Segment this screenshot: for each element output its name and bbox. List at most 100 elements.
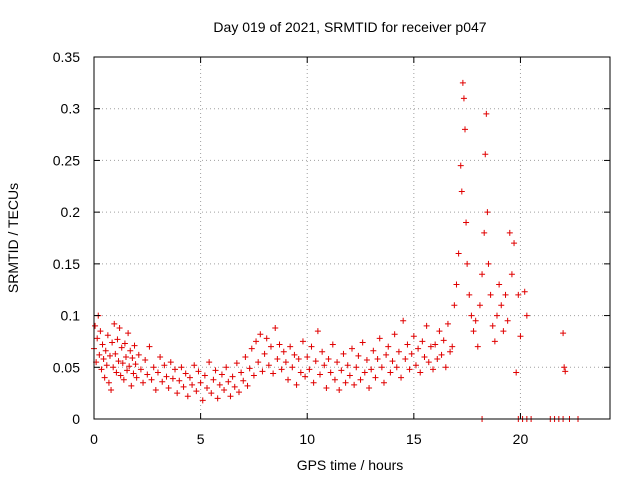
data-point [201,372,208,379]
data-point [521,288,528,295]
data-point [493,312,500,319]
data-point [400,317,407,324]
data-point [282,359,289,366]
data-point [351,381,358,388]
data-point [438,351,445,358]
data-point [150,364,157,371]
y-tick-label: 0.25 [53,152,80,168]
data-point [191,362,198,369]
data-point [434,356,441,363]
data-point [455,250,462,257]
data-point [479,271,486,278]
data-point [359,339,366,346]
data-point [225,378,232,385]
data-point [289,364,296,371]
data-point [126,363,133,370]
data-point [159,378,166,385]
data-points [91,79,582,422]
data-point [308,343,315,350]
data-point [105,379,112,386]
x-tick-label: 0 [90,431,98,447]
data-point [449,343,456,350]
data-point [291,351,298,358]
data-point [462,126,469,133]
data-point [363,357,370,364]
data-point [163,373,170,380]
data-point [108,387,115,394]
data-point [376,335,383,342]
data-point [167,359,174,366]
data-point [100,356,107,363]
data-point [104,332,111,339]
data-point [302,373,309,380]
data-point [227,393,234,400]
data-point [355,352,362,359]
data-point [338,367,345,374]
data-point [342,379,349,386]
plot-frame [93,56,611,420]
data-point [124,367,131,374]
data-point [287,343,294,350]
data-point [165,384,172,391]
data-point [314,328,321,335]
data-point [246,365,253,372]
data-point [119,360,126,367]
data-point [466,291,473,298]
data-point [410,333,417,340]
data-point [174,390,181,397]
data-point [398,374,405,381]
data-point [346,372,353,379]
data-point [331,376,338,383]
data-point [387,369,394,376]
data-point [212,367,219,374]
data-point [474,343,481,350]
data-point [293,381,300,388]
y-tick-label: 0.35 [53,49,80,65]
data-point [140,379,147,386]
data-point [121,340,128,347]
data-point [92,322,99,329]
data-point [502,291,509,298]
data-point [267,343,274,350]
data-point [102,347,109,354]
data-point [321,362,328,369]
y-tick-label: 0 [72,411,80,427]
y-tick-label: 0.1 [61,308,81,324]
data-point [216,381,223,388]
data-point [432,341,439,348]
data-point [459,79,466,86]
data-point [458,188,465,195]
data-point [412,362,419,369]
data-point [344,362,351,369]
chart-title: Day 019 of 2021, SRMTID for receiver p04… [213,19,486,35]
data-point [368,366,375,373]
data-point [389,358,396,365]
data-point [327,369,334,376]
data-point [447,348,454,355]
data-point [128,382,135,389]
data-point [248,345,255,352]
y-axis-label: SRMTID / TECUs [5,183,21,293]
data-point [148,376,155,383]
data-point [496,281,503,288]
data-point [476,302,483,309]
data-point [483,110,490,117]
data-point [295,356,302,363]
data-point [306,366,313,373]
data-point [561,364,568,371]
data-point [511,240,518,247]
data-point [336,387,343,394]
data-point [340,350,347,357]
data-point [98,366,105,373]
data-point [259,368,266,375]
data-point [319,348,326,355]
data-point [404,341,411,348]
y-tick-label: 0.3 [61,101,81,117]
data-point [178,364,185,371]
data-point [274,356,281,363]
data-point [172,366,179,373]
data-point [406,366,413,373]
data-point [106,352,113,359]
data-point [353,364,360,371]
data-point [240,377,247,384]
